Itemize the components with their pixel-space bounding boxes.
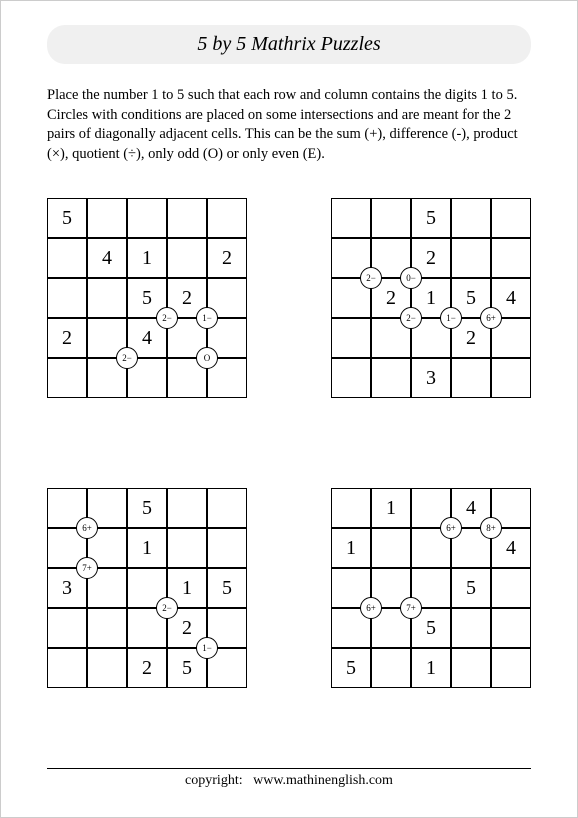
grid-cell — [207, 488, 247, 528]
condition-circle: 7+ — [76, 557, 98, 579]
grid-cell — [87, 648, 127, 688]
grid-cell: 3 — [411, 358, 451, 398]
grid-cell: 1 — [371, 488, 411, 528]
grid-cell: 1 — [411, 648, 451, 688]
grid-cell: 4 — [87, 238, 127, 278]
grid-cell: 5 — [207, 568, 247, 608]
instructions: Place the number 1 to 5 such that each r… — [47, 86, 531, 164]
grid-cell — [167, 488, 207, 528]
condition-circle: 1− — [440, 307, 462, 329]
condition-circle: 7+ — [400, 597, 422, 619]
grid-cell — [47, 278, 87, 318]
grid-cell — [331, 318, 371, 358]
puzzle-grids: 541252242−1−2−O522154232−0−2−1−6+5131522… — [47, 198, 531, 688]
grid-cell — [207, 528, 247, 568]
grid-cell — [451, 648, 491, 688]
grid-cell — [491, 608, 531, 648]
grid-cell: 2 — [207, 238, 247, 278]
grid-cell — [87, 198, 127, 238]
grid-cell — [371, 358, 411, 398]
grid-cell — [127, 198, 167, 238]
condition-circle: 2− — [400, 307, 422, 329]
grid-cell: 2 — [127, 648, 167, 688]
site-url: www.mathinenglish.com — [253, 773, 393, 788]
title-text: 5 by 5 Mathrix Puzzles — [197, 33, 380, 55]
condition-circle: 2− — [156, 597, 178, 619]
puzzle-grid: 541252242−1−2−O — [47, 198, 247, 398]
footer: copyright: www.mathinenglish.com — [47, 768, 531, 789]
grid-cell: 1 — [127, 528, 167, 568]
condition-circle: 1− — [196, 307, 218, 329]
grid-cell: 1 — [331, 528, 371, 568]
grid-cell — [47, 648, 87, 688]
grid-cell — [167, 198, 207, 238]
grid-cell: 5 — [47, 198, 87, 238]
condition-circle: 2− — [360, 267, 382, 289]
copyright-label: copyright: — [185, 773, 243, 788]
condition-circle: 6+ — [360, 597, 382, 619]
instructions-text: Place the number 1 to 5 such that each r… — [47, 87, 518, 162]
puzzle-grid: 513152256+7+2−1− — [47, 488, 247, 688]
grid-cell — [491, 198, 531, 238]
grid-cell — [371, 198, 411, 238]
condition-circle: 0− — [400, 267, 422, 289]
puzzle-grid: 141455516+8+6+7+ — [331, 488, 531, 688]
grid-cell — [491, 648, 531, 688]
grid-cell — [47, 358, 87, 398]
grid-cell — [451, 198, 491, 238]
condition-circle: O — [196, 347, 218, 369]
grid-cell — [47, 608, 87, 648]
condition-circle: 1− — [196, 637, 218, 659]
grid-cell — [491, 358, 531, 398]
condition-circle: 8+ — [480, 517, 502, 539]
grid-cell — [451, 358, 491, 398]
grid-cell: 5 — [331, 648, 371, 688]
grid-cell — [491, 238, 531, 278]
grid-cell — [47, 238, 87, 278]
grid-cell — [87, 608, 127, 648]
grid-cell — [451, 238, 491, 278]
grid-cell — [207, 198, 247, 238]
grid-cell — [491, 568, 531, 608]
grid-cell — [331, 198, 371, 238]
condition-circle: 6+ — [480, 307, 502, 329]
condition-circle: 2− — [156, 307, 178, 329]
grid-cell: 2 — [47, 318, 87, 358]
grid-cell — [451, 608, 491, 648]
grid-cell — [167, 528, 207, 568]
grid-cell — [371, 648, 411, 688]
grid-cell — [331, 358, 371, 398]
grid-cell: 5 — [411, 198, 451, 238]
grid-cell: 1 — [127, 238, 167, 278]
condition-circle: 6+ — [76, 517, 98, 539]
page-title: 5 by 5 Mathrix Puzzles — [47, 25, 531, 64]
puzzle-grid: 522154232−0−2−1−6+ — [331, 198, 531, 398]
grid-cell — [331, 488, 371, 528]
grid-cell: 5 — [451, 568, 491, 608]
condition-circle: 6+ — [440, 517, 462, 539]
grid-cell — [167, 238, 207, 278]
grid-cell — [87, 278, 127, 318]
grid-cell — [371, 528, 411, 568]
grid-cell: 5 — [127, 488, 167, 528]
condition-circle: 2− — [116, 347, 138, 369]
